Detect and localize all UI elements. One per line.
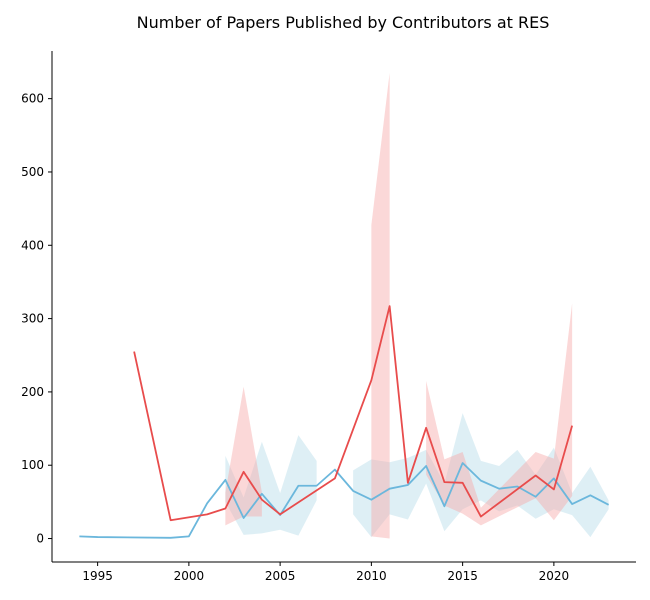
y-axis-ticks: 0 100 200 300 400 500 600 [21, 92, 52, 546]
x-tick-label: 2015 [447, 569, 478, 583]
red-series-band [426, 303, 573, 526]
y-tick-label: 300 [21, 312, 44, 326]
x-tick-label: 2010 [356, 569, 387, 583]
x-tick-label: 2000 [174, 569, 205, 583]
blue-series-band [353, 413, 609, 538]
blue-series-line [79, 462, 610, 539]
confidence-bands [225, 72, 609, 539]
y-tick-label: 400 [21, 238, 44, 252]
x-tick-label: 2020 [539, 569, 570, 583]
y-tick-label: 0 [36, 532, 44, 546]
red-series-band [371, 72, 390, 539]
axes [51, 51, 636, 563]
y-tick-label: 600 [21, 92, 44, 106]
y-tick-label: 100 [21, 458, 44, 472]
series-lines [79, 305, 610, 539]
red-series-line [133, 305, 573, 522]
x-axis-ticks: 1995 2000 2005 2010 2015 2020 [82, 562, 569, 583]
y-tick-label: 200 [21, 385, 44, 399]
x-tick-label: 2005 [265, 569, 296, 583]
x-tick-label: 1995 [82, 569, 113, 583]
y-tick-label: 500 [21, 165, 44, 179]
chart-title: Number of Papers Published by Contributo… [137, 13, 550, 32]
red-series-band [225, 386, 262, 526]
